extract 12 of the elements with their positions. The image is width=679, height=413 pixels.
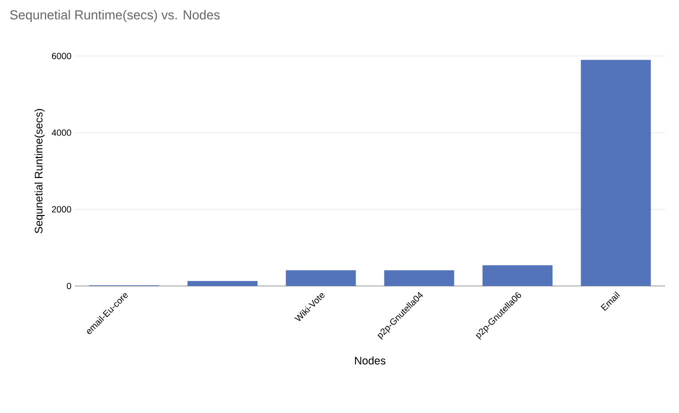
bar [188,281,258,286]
bar [384,270,454,286]
chart-title: Sequnetial Runtime(secs) vs. Nodes [10,10,220,22]
bar [482,265,553,286]
bar [580,60,651,286]
y-axis-title: Sequnetial Runtime(secs) [34,108,45,234]
y-tick-label: 6000 [52,52,72,60]
y-tick-label: 2000 [52,206,72,213]
y-tick-label: 4000 [52,129,72,136]
x-axis-title: Nodes [355,356,386,365]
y-tick-label: 0 [66,282,72,290]
bar [286,270,356,286]
